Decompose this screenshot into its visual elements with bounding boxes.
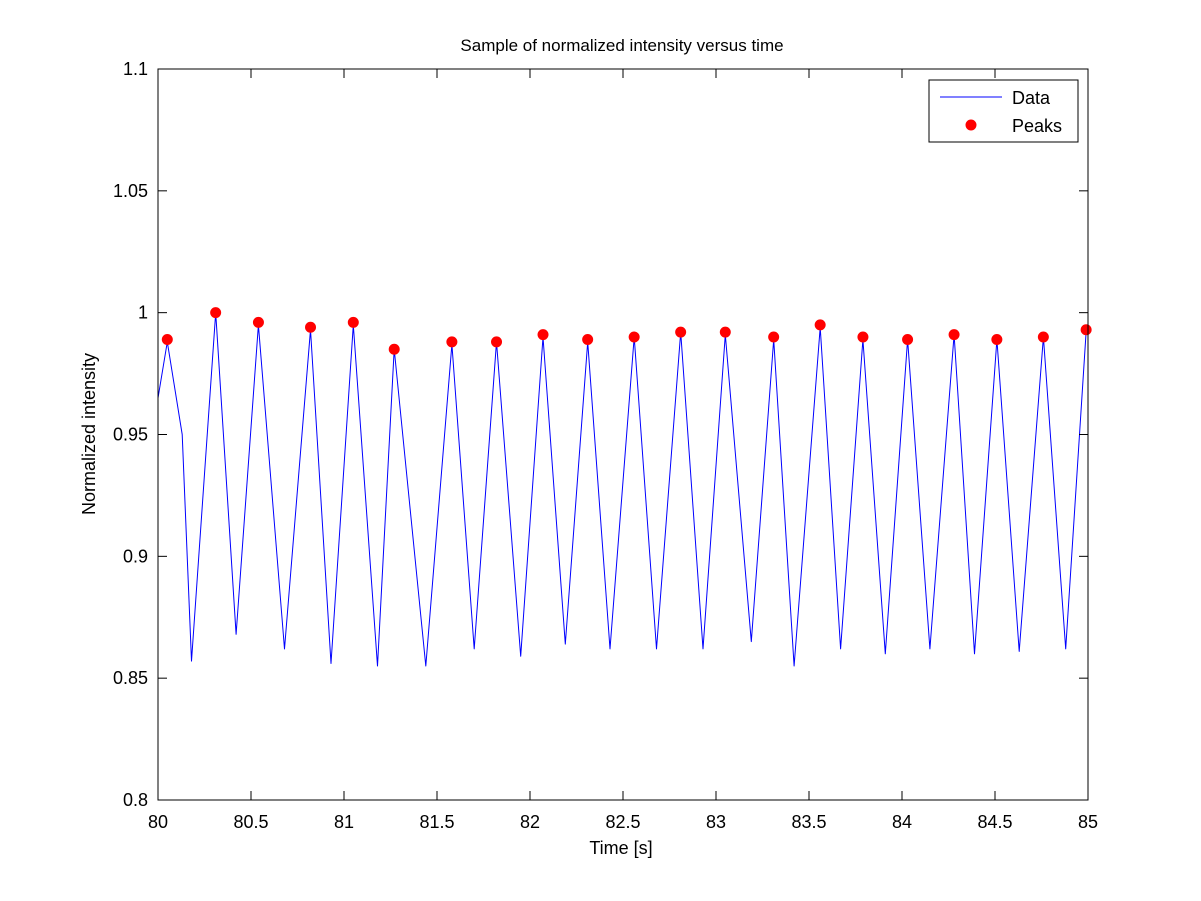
y-tick-label: 0.95 [113, 425, 148, 445]
y-tick-label: 1 [138, 303, 148, 323]
data-series-line [157, 312, 1087, 667]
peak-marker [252, 316, 264, 328]
peak-marker [719, 326, 731, 338]
peak-marker [446, 336, 458, 348]
peak-marker [537, 329, 549, 341]
peak-marker [991, 333, 1003, 345]
legend-peaks-label: Peaks [1012, 116, 1062, 136]
legend-box [928, 79, 1079, 143]
peak-marker [1080, 324, 1092, 336]
peak-marker [628, 331, 640, 343]
y-axis-label: Normalized intensity [79, 353, 99, 515]
y-axis-ticks: 0.8 0.85 0.9 0.95 1 1.05 1.1 [113, 59, 1088, 810]
x-tick-label: 83.5 [791, 812, 826, 832]
peaks-marker-layer [161, 307, 1092, 355]
x-tick-label: 82 [520, 812, 540, 832]
x-tick-label: 81.5 [419, 812, 454, 832]
chart-title: Sample of normalized intensity versus ti… [460, 36, 783, 55]
peak-marker [582, 333, 594, 345]
legend: Data Peaks [928, 79, 1079, 143]
x-tick-label: 80.5 [233, 812, 268, 832]
y-tick-label: 0.9 [123, 546, 148, 566]
y-tick-label: 0.8 [123, 790, 148, 810]
peak-marker [491, 336, 503, 348]
plot-area [158, 69, 1088, 800]
x-tick-label: 83 [706, 812, 726, 832]
series-layer [157, 312, 1087, 667]
y-tick-label: 1.1 [123, 59, 148, 79]
x-tick-label: 84 [892, 812, 912, 832]
peak-marker [388, 343, 400, 355]
peak-marker [948, 329, 960, 341]
x-tick-label: 85 [1078, 812, 1098, 832]
y-tick-label: 0.85 [113, 668, 148, 688]
x-axis-label: Time [s] [589, 838, 652, 858]
x-tick-label: 80 [148, 812, 168, 832]
peak-marker [814, 319, 826, 331]
peak-marker [347, 316, 359, 328]
peak-marker [161, 333, 173, 345]
legend-data-label: Data [1012, 88, 1051, 108]
peak-marker [902, 333, 914, 345]
y-tick-label: 1.05 [113, 181, 148, 201]
x-tick-label: 82.5 [605, 812, 640, 832]
peak-marker [675, 326, 687, 338]
peak-marker [857, 331, 869, 343]
legend-peaks-marker-icon [965, 119, 977, 131]
peak-marker [1037, 331, 1049, 343]
x-tick-label: 81 [334, 812, 354, 832]
peak-marker [768, 331, 780, 343]
x-tick-label: 84.5 [977, 812, 1012, 832]
peak-marker [305, 321, 317, 333]
peak-marker [210, 307, 222, 319]
x-axis-ticks: 80 80.5 81 81.5 82 82.5 83 83.5 84 84.5 85 [148, 69, 1098, 832]
